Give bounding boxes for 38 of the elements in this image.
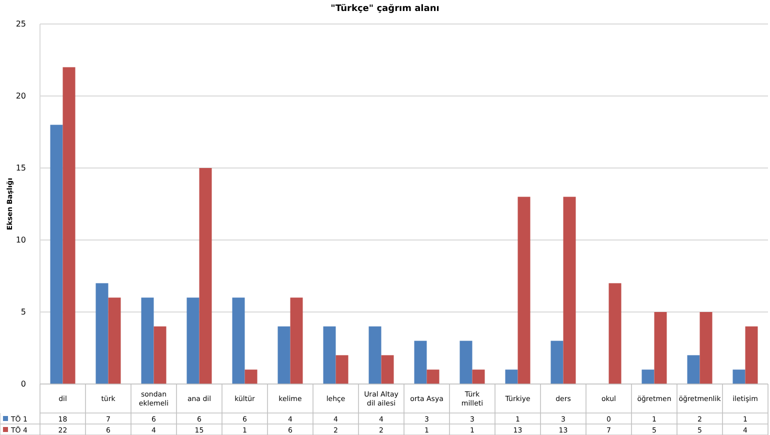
bar <box>186 298 200 384</box>
bar <box>381 355 394 384</box>
chart-title: "Türkçe" çağrım alanı <box>330 3 440 14</box>
bar <box>472 370 485 384</box>
y-tick-label: 25 <box>16 20 26 29</box>
bar <box>732 370 746 384</box>
bar <box>687 355 700 384</box>
bar <box>244 370 258 384</box>
y-tick-label: 0 <box>20 380 26 389</box>
bar <box>414 340 427 384</box>
bar <box>108 298 121 384</box>
bar <box>642 370 654 384</box>
bar <box>460 340 472 384</box>
bar <box>199 168 212 384</box>
bar <box>154 326 166 384</box>
y-tick-label: 10 <box>16 236 26 245</box>
bar <box>50 124 63 384</box>
bar <box>336 355 348 384</box>
bar <box>505 370 518 384</box>
bar <box>323 326 336 384</box>
bar <box>368 326 382 384</box>
bar <box>654 312 667 384</box>
bar <box>96 283 108 384</box>
y-tick-label: 15 <box>16 164 26 173</box>
bar <box>232 298 245 384</box>
bar <box>278 326 290 384</box>
bar <box>290 298 303 384</box>
bar <box>62 67 76 384</box>
bar <box>426 370 440 384</box>
bar <box>745 326 758 384</box>
bar <box>700 312 712 384</box>
bar <box>563 196 576 384</box>
bar <box>550 340 564 384</box>
bar <box>608 283 622 384</box>
bar <box>141 298 154 384</box>
y-tick-label: 5 <box>20 308 26 317</box>
bar <box>518 196 530 384</box>
y-tick-label: 20 <box>16 92 26 101</box>
